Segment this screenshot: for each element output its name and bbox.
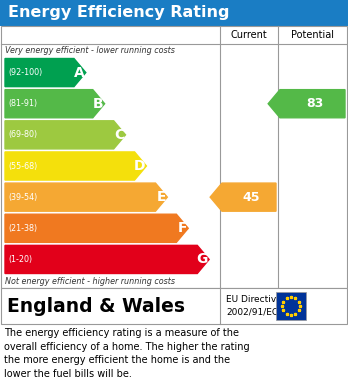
Text: (1-20): (1-20)	[8, 255, 32, 264]
Text: 45: 45	[242, 191, 260, 204]
Text: 2002/91/EC: 2002/91/EC	[226, 307, 278, 316]
Bar	[1, 288, 347, 324]
Text: England & Wales: England & Wales	[7, 296, 185, 316]
Polygon shape	[268, 90, 345, 118]
Polygon shape	[5, 152, 147, 180]
Polygon shape	[5, 183, 167, 211]
Text: A: A	[74, 66, 85, 80]
Text: Very energy efficient - lower running costs: Very energy efficient - lower running co…	[5, 46, 175, 55]
Bar	[1, 26, 347, 288]
Text: F: F	[178, 221, 187, 235]
Text: 83: 83	[306, 97, 323, 110]
Text: G: G	[197, 253, 208, 266]
Text: C: C	[114, 128, 125, 142]
Polygon shape	[5, 121, 126, 149]
Text: (55-68): (55-68)	[8, 161, 37, 170]
Polygon shape	[5, 59, 86, 87]
Text: Potential: Potential	[291, 30, 334, 40]
Text: (69-80): (69-80)	[8, 130, 37, 139]
Text: EU Directive: EU Directive	[226, 296, 282, 305]
Bar	[0, 0, 348, 26]
Text: The energy efficiency rating is a measure of the
overall efficiency of a home. T: The energy efficiency rating is a measur…	[4, 328, 250, 379]
Polygon shape	[5, 214, 188, 242]
Bar	[276, 292, 306, 320]
Text: Current: Current	[231, 30, 267, 40]
Text: (21-38): (21-38)	[8, 224, 37, 233]
Text: (39-54): (39-54)	[8, 193, 37, 202]
Text: Not energy efficient - higher running costs: Not energy efficient - higher running co…	[5, 277, 175, 286]
Text: Energy Efficiency Rating: Energy Efficiency Rating	[8, 5, 229, 20]
Text: B: B	[93, 97, 104, 111]
Polygon shape	[210, 183, 276, 211]
Text: (92-100): (92-100)	[8, 68, 42, 77]
Text: E: E	[157, 190, 166, 204]
Text: (81-91): (81-91)	[8, 99, 37, 108]
Polygon shape	[5, 90, 105, 118]
Polygon shape	[5, 246, 209, 273]
Text: D: D	[134, 159, 145, 173]
